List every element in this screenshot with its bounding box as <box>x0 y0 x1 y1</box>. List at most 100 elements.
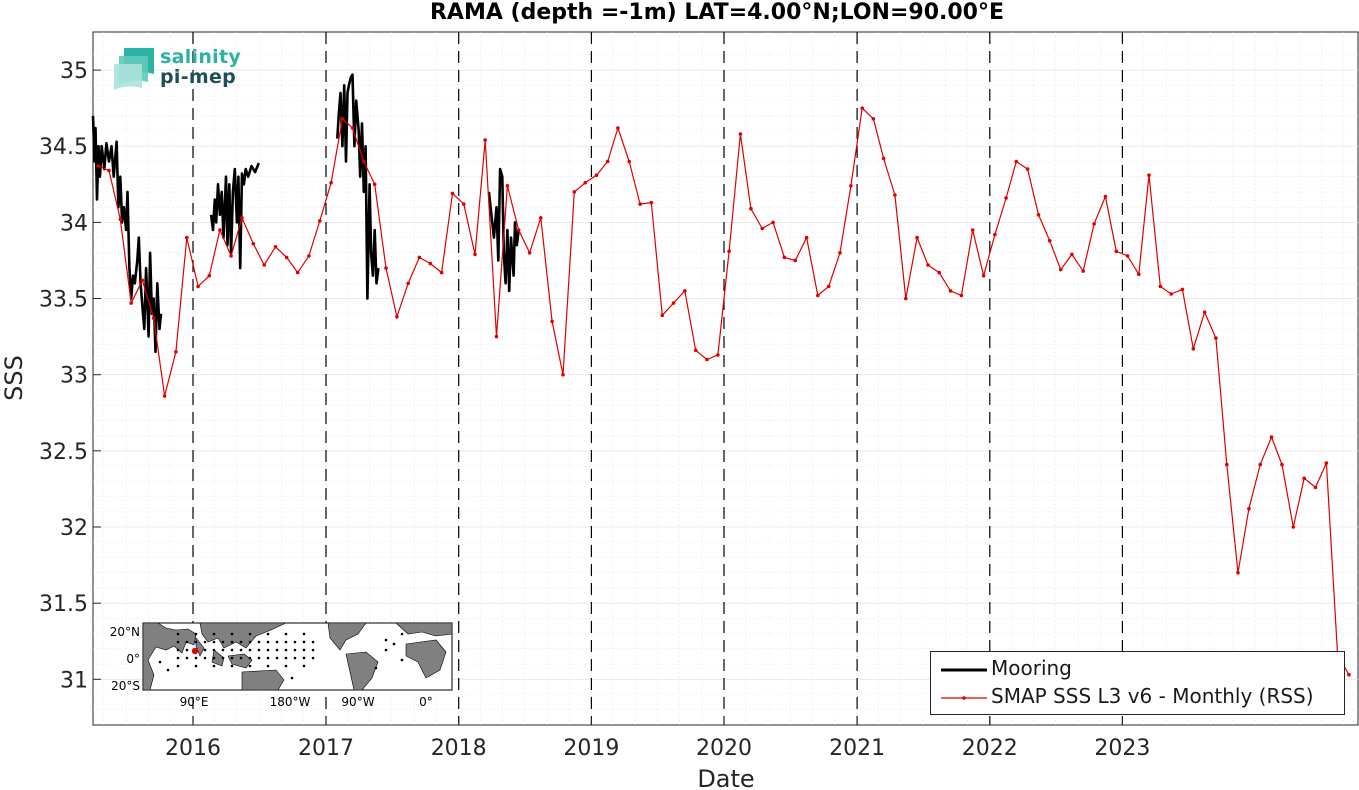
inset-mooring-dot <box>293 648 297 652</box>
inset-mooring-dot <box>203 648 207 652</box>
inset-mooring-dot <box>221 640 225 644</box>
inset-mooring-dot <box>284 664 288 668</box>
smap-point <box>1225 462 1229 467</box>
y-tick-label: 33 <box>60 364 88 389</box>
smap-point <box>295 270 300 275</box>
inset-selected-mooring-marker <box>191 647 199 655</box>
smap-point <box>1125 254 1130 258</box>
smap-point <box>1202 310 1207 315</box>
inset-mooring-dot <box>212 664 216 668</box>
smap-point <box>594 173 599 177</box>
inset-mooring-dot <box>185 640 189 644</box>
inset-mooring-dot <box>284 632 288 636</box>
smap-point <box>96 164 100 168</box>
logo-line2: pi-mep <box>160 66 237 88</box>
inset-mooring-dot <box>266 640 270 644</box>
smap-point <box>915 235 919 240</box>
y-axis-label: SSS <box>0 355 28 401</box>
smap-point <box>926 263 930 267</box>
smap-point <box>1036 213 1041 217</box>
inset-mooring-dot <box>212 632 216 636</box>
smap-point <box>904 296 908 301</box>
inset-lat-label: 20°N <box>110 625 140 639</box>
inset-mooring-dot <box>176 632 180 636</box>
smap-point <box>550 319 554 324</box>
inset-mooring-dot <box>311 640 315 644</box>
smap-point <box>1269 435 1274 439</box>
x-tick-label: 2023 <box>1094 736 1150 761</box>
inset-mooring-dot <box>230 664 234 668</box>
inset-lon-label: 90°E <box>180 695 209 709</box>
inset-mooring-dot <box>194 664 198 668</box>
inset-mooring-dot <box>185 656 189 660</box>
smap-point <box>129 301 133 305</box>
inset-mooring-dot <box>176 656 180 660</box>
smap-point <box>605 159 610 164</box>
smap-point <box>318 219 322 223</box>
x-axis-label: Date <box>697 765 754 790</box>
smap-point <box>1324 461 1329 465</box>
smap-point <box>1137 272 1141 277</box>
smap-point <box>384 266 388 270</box>
smap-point <box>1236 570 1240 575</box>
smap-point <box>1081 269 1085 273</box>
smap-point <box>329 181 333 185</box>
inset-mooring-dot <box>257 640 261 644</box>
smap-point <box>1158 284 1163 289</box>
inset-mooring-dot <box>166 668 170 672</box>
inset-lon-label: 90°W <box>341 695 374 709</box>
smap-point <box>616 126 620 130</box>
inset-mooring-dot <box>176 664 180 668</box>
smap-point <box>1180 287 1185 292</box>
smap-point <box>1280 462 1284 467</box>
smap-point <box>240 216 244 220</box>
smap-point <box>362 159 366 164</box>
smap-point <box>782 255 787 260</box>
smap-point <box>350 126 355 130</box>
smap-point <box>1114 249 1119 254</box>
smap-point <box>671 301 676 305</box>
legend-label-mooring: Mooring <box>991 656 1072 680</box>
smap-point <box>229 254 233 258</box>
inset-mooring-dot <box>266 648 270 652</box>
smap-point <box>583 181 587 185</box>
x-tick-label: 2020 <box>696 736 752 761</box>
inset-mooring-dot <box>400 658 404 662</box>
smap-point <box>483 138 488 142</box>
smap-point <box>881 156 886 161</box>
x-tick-label: 2019 <box>563 736 619 761</box>
inset-mooring-dots <box>158 632 404 680</box>
inset-mooring-dot <box>212 640 216 644</box>
smap-point <box>417 255 422 260</box>
mooring-series-line <box>336 73 380 300</box>
inset-mooring-dot <box>176 640 180 644</box>
smap-point <box>1092 222 1096 226</box>
inset-mooring-dot <box>284 648 288 652</box>
y-tick-label: 34 <box>60 211 88 236</box>
inset-mooring-dot <box>284 640 288 644</box>
smap-point <box>649 200 654 205</box>
inset-mooring-dot <box>311 648 315 652</box>
smap-point <box>981 273 986 278</box>
inset-mooring-dot <box>302 648 306 652</box>
inset-mooring-dot <box>384 648 388 652</box>
y-tick-label: 34.5 <box>39 135 88 160</box>
inset-mooring-dot <box>392 642 396 646</box>
smap-point <box>1347 672 1351 677</box>
smap-point <box>1014 159 1019 164</box>
legend-label-smap: SMAP SSS L3 v6 - Monthly (RSS) <box>991 684 1314 708</box>
smap-point <box>1025 167 1030 171</box>
x-tick-label: 2016 <box>165 736 221 761</box>
inset-mooring-dot <box>302 632 306 636</box>
inset-mooring-dot <box>230 640 234 644</box>
smap-point <box>1004 196 1008 200</box>
smap-point <box>151 316 156 321</box>
smap-point <box>705 357 709 362</box>
legend: Mooring SMAP SSS L3 v6 - Monthly (RSS) <box>930 651 1345 715</box>
inset-mooring-dot <box>311 656 315 660</box>
inset-lat-label: 0° <box>126 652 140 666</box>
inset-mooring-dot <box>275 648 279 652</box>
smap-point <box>683 289 687 293</box>
inset-mooring-dot <box>194 640 198 644</box>
inset-mooring-dot <box>275 640 279 644</box>
